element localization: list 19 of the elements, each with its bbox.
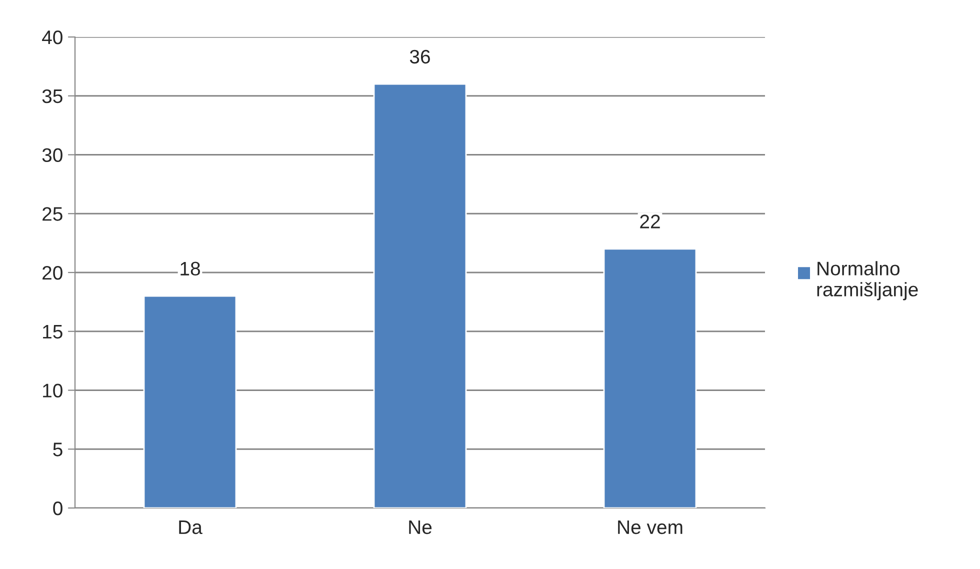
y-tick-label: 10: [43, 384, 62, 398]
x-tick-label: Ne vem: [618, 520, 682, 534]
y-tick-label: 0: [53, 501, 62, 516]
bar: [603, 248, 697, 508]
bar: [143, 295, 237, 508]
y-tick-label: 40: [42, 30, 62, 44]
y-tick-label: 5: [53, 442, 62, 456]
y-tick-label: 25: [42, 207, 62, 221]
data-label: 22: [640, 214, 660, 228]
x-tick-label: Ne: [409, 520, 432, 534]
bar: [373, 83, 467, 508]
legend-label: Normalno razmišljanje: [817, 261, 918, 300]
data-label: 18: [180, 262, 200, 276]
data-label: 36: [410, 50, 430, 64]
y-tick-label: 15: [43, 325, 62, 339]
y-tick-label: 20: [42, 266, 62, 280]
x-tick-label: Da: [179, 520, 202, 534]
y-tick-label: 35: [42, 89, 62, 104]
y-tick-label: 30: [42, 148, 62, 162]
